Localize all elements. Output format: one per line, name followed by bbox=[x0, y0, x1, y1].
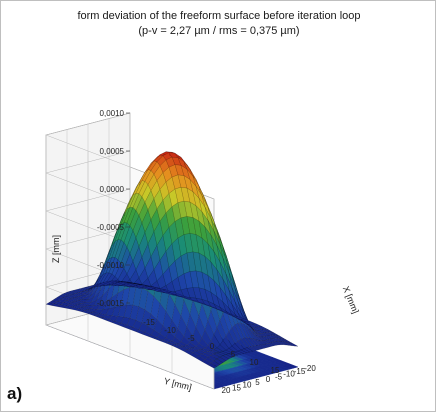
surface-cell bbox=[210, 360, 221, 367]
surface-mesh bbox=[45, 151, 299, 369]
z-tick-label: 0,0010 bbox=[100, 109, 125, 118]
x-axis-label: X [mm] bbox=[341, 285, 361, 315]
y-tick-label: 5 bbox=[231, 350, 236, 359]
y-tick-label: 15 bbox=[271, 366, 280, 375]
z-tick-label: 0,0000 bbox=[100, 185, 125, 194]
surface-cell bbox=[216, 356, 227, 363]
x-tick-label: 10 bbox=[243, 381, 252, 390]
surface-cell bbox=[288, 342, 299, 347]
z-axis-ticks: 0,0010 0,0005 0,0000 -0,0005 -0,0010 -0,0015 bbox=[97, 109, 130, 308]
x-tick-label: -5 bbox=[275, 372, 283, 381]
surface-cell bbox=[246, 346, 257, 352]
z-tick-label: -0,0015 bbox=[97, 299, 125, 308]
z-tick-label: 0,0005 bbox=[100, 147, 125, 156]
x-tick-label: 15 bbox=[232, 383, 241, 392]
surface-cell bbox=[270, 341, 281, 346]
y-tick-label: -15 bbox=[143, 318, 155, 327]
y-tick-label: 10 bbox=[250, 358, 259, 367]
y-tick-label: -5 bbox=[187, 334, 195, 343]
z-tick-label: -0,0010 bbox=[97, 261, 125, 270]
y-tick-label: -10 bbox=[164, 326, 176, 335]
z-tick-label: -0,0005 bbox=[97, 223, 125, 232]
chart-title: form deviation of the freeform surface b… bbox=[77, 10, 361, 22]
y-tick-label: 0 bbox=[210, 342, 215, 351]
x-tick-label: 0 bbox=[266, 375, 271, 384]
x-tick-label: 5 bbox=[255, 378, 260, 387]
chart-subtitle: (p-v = 2,27 µm / rms = 0,375 µm) bbox=[138, 25, 300, 37]
x-tick-label: 20 bbox=[222, 386, 231, 395]
x-axis-ticks: 20 15 10 5 0 -5 -10-15-20 bbox=[222, 364, 317, 395]
y-axis-ticks: 15 10 5 0 -5 -10 -15 bbox=[143, 318, 280, 375]
z-axis-label: Z [mm] bbox=[51, 235, 61, 263]
x-tick-label: -10 bbox=[283, 370, 295, 379]
x-tick-label: -20 bbox=[304, 364, 316, 373]
x-tick-label: -15 bbox=[294, 367, 306, 376]
panel-label: a) bbox=[7, 384, 23, 403]
